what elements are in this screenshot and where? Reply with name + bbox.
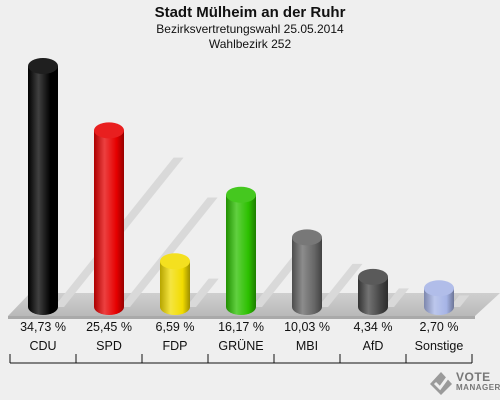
bar-cap xyxy=(292,229,322,246)
category-axis xyxy=(9,354,473,364)
bar-cap xyxy=(226,186,256,203)
vote-manager-logo: VOTE MANAGER xyxy=(428,368,500,398)
bar-shadow xyxy=(120,197,218,307)
bar-grüne xyxy=(226,186,256,315)
category-label: GRÜNE xyxy=(218,339,263,353)
bar-cap xyxy=(358,268,388,285)
bar-cap xyxy=(94,122,124,139)
category-label: SPD xyxy=(96,339,122,353)
ballot-check-icon xyxy=(430,372,452,395)
bar-cap xyxy=(160,253,190,270)
logo-text-vote: VOTE xyxy=(456,370,491,384)
bar-cap xyxy=(28,58,58,74)
chart-district: Wahlbezirk 252 xyxy=(208,37,292,51)
category-label: Sonstige xyxy=(415,339,464,353)
value-label: 16,17 % xyxy=(218,320,264,334)
bars xyxy=(28,58,454,315)
value-label: 4,34 % xyxy=(354,320,393,334)
value-label: 2,70 % xyxy=(420,320,459,334)
labels: 34,73 % CDU 25,45 % SPD 6,59 % FDP 16,17 % GRÜN… xyxy=(20,320,463,353)
category-label: AfD xyxy=(363,339,384,353)
bar-body xyxy=(28,66,58,315)
chart-titles: Stadt Mülheim an der Ruhr Bezirksvertret… xyxy=(0,0,500,52)
value-label: 25,45 % xyxy=(86,320,132,334)
bar-shadow xyxy=(318,263,363,307)
value-label: 10,03 % xyxy=(284,320,330,334)
bar-cdu xyxy=(28,58,58,315)
floor-edge xyxy=(8,316,475,319)
bar-body xyxy=(358,276,388,315)
bar-shadow xyxy=(450,295,470,307)
value-label: 34,73 % xyxy=(20,320,66,334)
bar-shadow xyxy=(384,288,409,307)
bar-cap xyxy=(424,280,454,297)
bar-body xyxy=(292,237,322,315)
chart-title: Stadt Mülheim an der Ruhr xyxy=(154,4,346,21)
bar-fdp xyxy=(160,253,190,315)
bar-body xyxy=(160,261,190,315)
bar-body xyxy=(226,194,256,315)
bar-spd xyxy=(94,122,124,315)
bar-sonstige xyxy=(424,280,454,315)
category-label: MBI xyxy=(296,339,318,353)
bar-afd xyxy=(358,268,388,315)
category-label: CDU xyxy=(29,339,56,353)
bar-shadow xyxy=(186,278,219,307)
bar-body xyxy=(94,130,124,315)
value-label: 6,59 % xyxy=(156,320,195,334)
chart-subtitle: Bezirksvertretungswahl 25.05.2014 xyxy=(156,22,344,36)
bar-mbi xyxy=(292,229,322,315)
logo-text-manager: MANAGER xyxy=(456,383,500,392)
category-label: FDP xyxy=(163,339,188,353)
